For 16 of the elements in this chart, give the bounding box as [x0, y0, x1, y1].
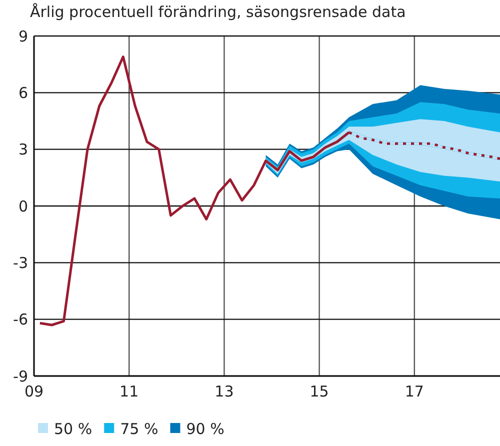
- x-tick-label: 17: [404, 382, 424, 401]
- chart-title: Årlig procentuell förändring, säsongsrensade data: [30, 3, 406, 21]
- x-tick-label: 15: [310, 382, 329, 401]
- legend-label: 50 %: [54, 420, 92, 438]
- y-tick-label: -6: [13, 310, 28, 329]
- y-tick-label: 3: [18, 140, 28, 159]
- y-tick-label: -3: [13, 254, 28, 272]
- y-tick-label: 6: [18, 84, 28, 102]
- y-tick-label: -9: [13, 367, 28, 386]
- x-tick-label: 09: [24, 382, 44, 401]
- legend-label: 90 %: [186, 420, 224, 438]
- x-tick-label: 11: [120, 382, 139, 401]
- legend-label: 75 %: [120, 420, 158, 438]
- y-tick-label: 0: [18, 197, 28, 216]
- x-tick-label: 13: [214, 382, 234, 401]
- y-tick-label: 9: [18, 27, 28, 46]
